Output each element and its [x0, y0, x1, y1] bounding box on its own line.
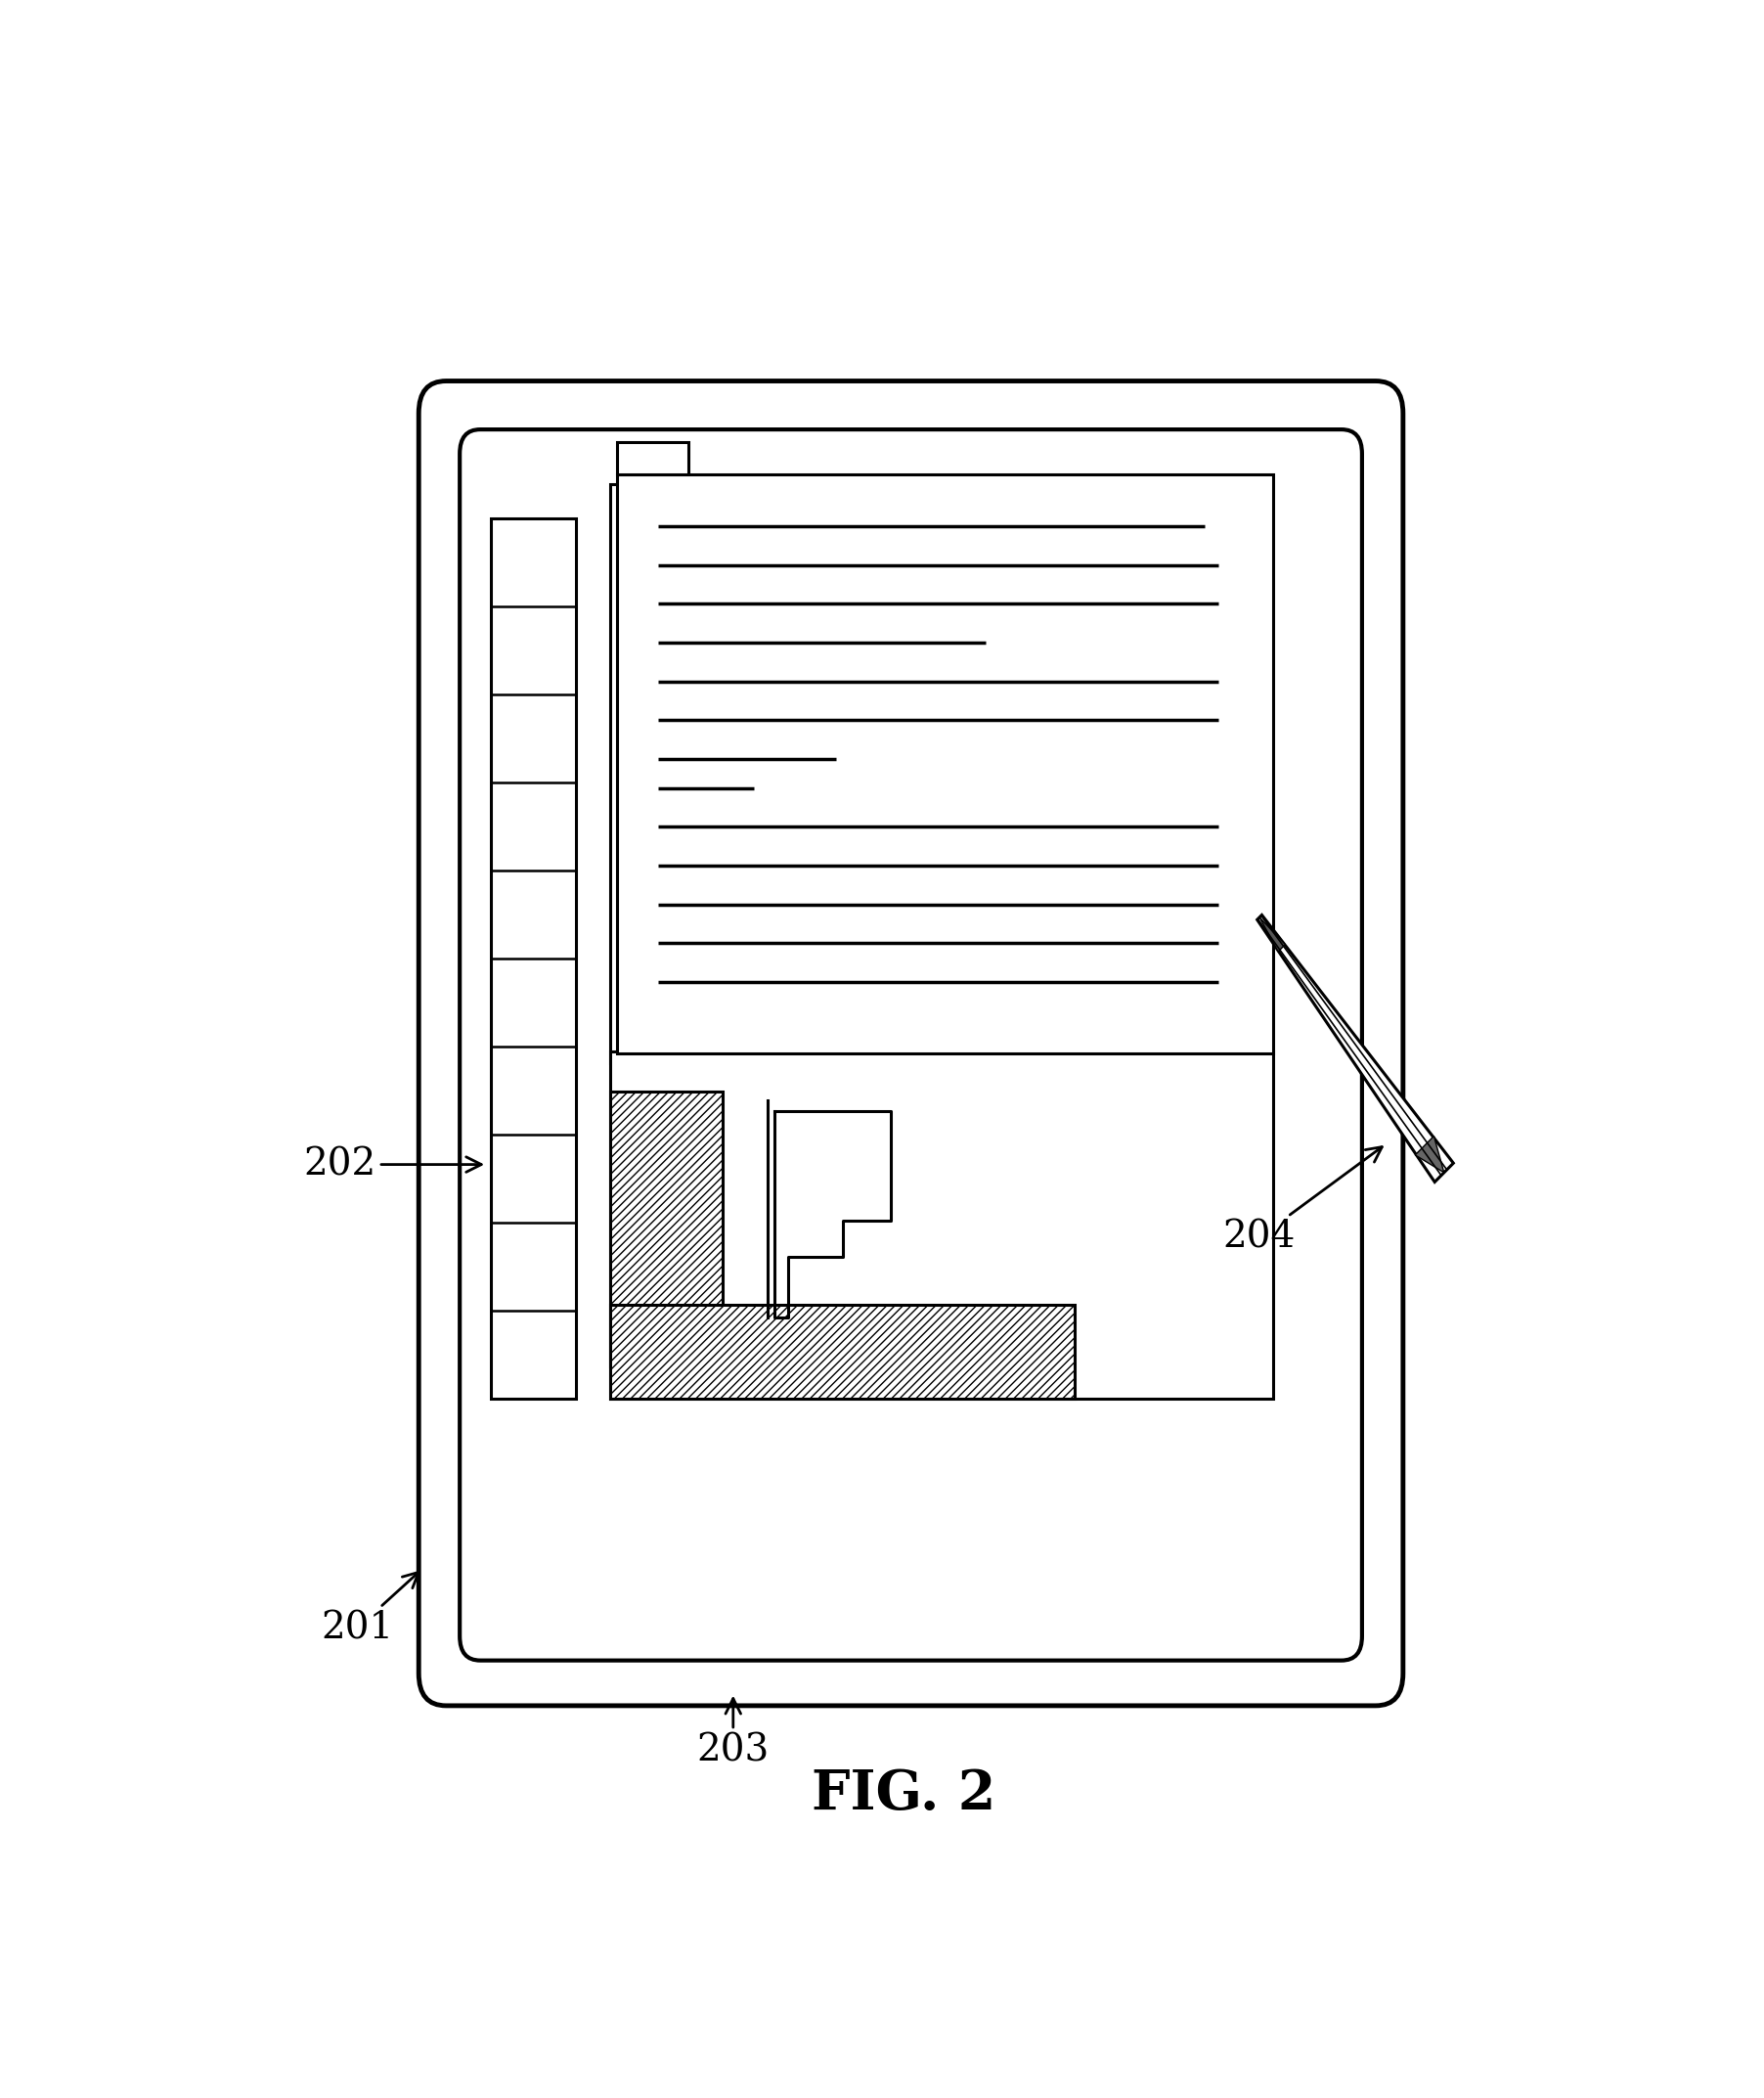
Bar [610, 1305, 1074, 1399]
Bar [617, 443, 688, 474]
Text: 202: 202 [303, 1146, 482, 1183]
FancyBboxPatch shape [460, 430, 1362, 1660]
Text: FIG. 2: FIG. 2 [811, 1769, 997, 1821]
FancyBboxPatch shape [418, 382, 1402, 1706]
Text: 204: 204 [1222, 1148, 1381, 1255]
Bar [610, 1091, 721, 1366]
Polygon shape [1258, 915, 1454, 1181]
Bar [610, 1051, 1274, 1399]
Polygon shape [1415, 1137, 1445, 1173]
Bar [617, 474, 1274, 1053]
Bar [610, 485, 1267, 1064]
Text: 201: 201 [321, 1571, 418, 1647]
Polygon shape [1259, 917, 1286, 952]
Text: 203: 203 [697, 1699, 769, 1769]
Bar [490, 518, 577, 1399]
